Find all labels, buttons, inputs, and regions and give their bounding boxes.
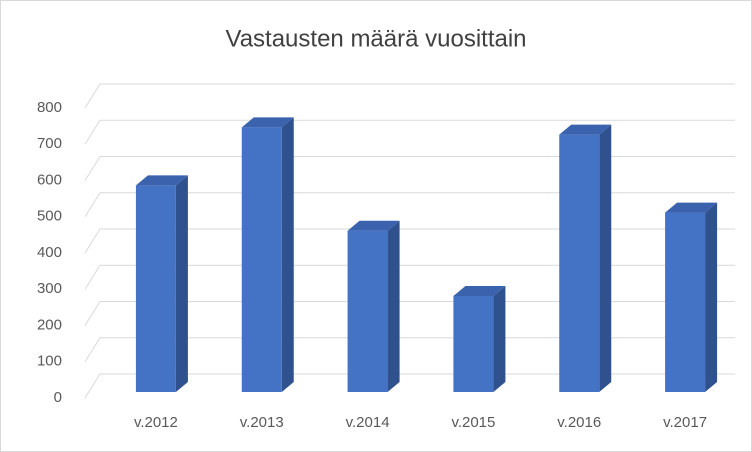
bar-side <box>281 117 294 392</box>
bar-top <box>241 117 294 128</box>
x-tick-label: v.2014 <box>346 414 390 431</box>
x-tick-label: v.2017 <box>663 414 707 431</box>
y-tick-label: 300 <box>37 280 62 297</box>
bar <box>453 295 494 392</box>
grid-line <box>84 156 735 181</box>
bar-side <box>493 285 506 392</box>
bar-top <box>665 202 718 213</box>
bar-top <box>135 175 188 186</box>
bar <box>559 134 600 392</box>
bar-top <box>453 285 506 296</box>
bar-side <box>175 175 188 392</box>
y-tick-label: 0 <box>54 389 62 406</box>
bar <box>135 185 176 392</box>
grid-line <box>84 228 735 254</box>
bar-side <box>705 202 718 392</box>
bar <box>665 212 706 392</box>
grid-line <box>84 301 735 326</box>
x-tick-label: v.2016 <box>557 414 601 431</box>
bar-top <box>347 220 400 231</box>
bar <box>347 230 388 392</box>
grid-line <box>84 119 735 145</box>
y-tick-label: 800 <box>37 99 62 116</box>
bar-top <box>559 124 612 135</box>
y-tick-label: 700 <box>37 135 62 152</box>
y-tick-label: 100 <box>37 353 62 370</box>
chart-title: Vastausten määrä vuosittain <box>225 25 526 52</box>
bar-side <box>387 220 400 392</box>
x-tick-label: v.2015 <box>451 414 495 431</box>
grid-line <box>84 337 735 363</box>
grid-line <box>84 373 735 399</box>
y-tick-label: 500 <box>37 208 62 225</box>
x-tick-label: v.2013 <box>240 414 284 431</box>
grid-line <box>84 264 735 290</box>
bar <box>241 127 282 392</box>
y-tick-label: 600 <box>37 171 62 188</box>
grid-line <box>84 192 735 218</box>
bar-side <box>599 124 612 392</box>
y-tick-label: 400 <box>37 244 62 261</box>
x-tick-label: v.2012 <box>134 414 178 431</box>
grid-line <box>84 83 735 109</box>
y-tick-label: 200 <box>37 316 62 333</box>
